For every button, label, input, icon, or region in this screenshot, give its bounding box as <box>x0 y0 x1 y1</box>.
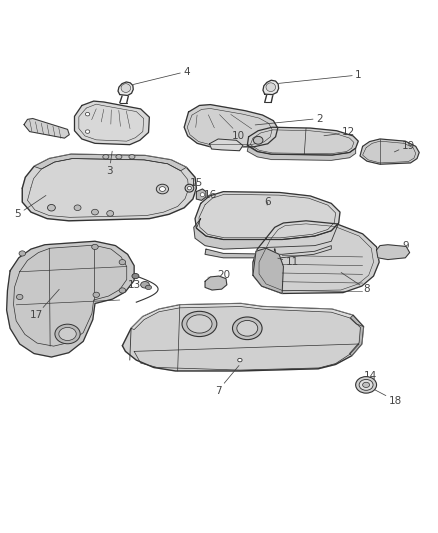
Ellipse shape <box>237 320 258 336</box>
Ellipse shape <box>121 84 131 92</box>
Ellipse shape <box>182 311 217 336</box>
Ellipse shape <box>59 327 76 341</box>
Ellipse shape <box>16 294 23 300</box>
Text: 3: 3 <box>106 151 113 176</box>
Text: 20: 20 <box>215 270 231 283</box>
Text: 5: 5 <box>14 196 46 219</box>
Polygon shape <box>350 315 364 356</box>
Text: 14: 14 <box>364 371 377 381</box>
Ellipse shape <box>129 155 135 159</box>
Text: 18: 18 <box>372 388 402 406</box>
Ellipse shape <box>103 155 109 159</box>
Text: 6: 6 <box>265 197 271 207</box>
Ellipse shape <box>93 292 99 297</box>
Polygon shape <box>24 118 69 138</box>
Ellipse shape <box>85 130 90 133</box>
Ellipse shape <box>55 324 80 344</box>
Ellipse shape <box>145 285 152 289</box>
Polygon shape <box>247 127 358 155</box>
Ellipse shape <box>119 260 126 265</box>
Polygon shape <box>131 303 364 329</box>
Polygon shape <box>118 82 133 95</box>
Polygon shape <box>253 221 379 294</box>
Polygon shape <box>247 146 356 160</box>
Ellipse shape <box>359 379 373 390</box>
Polygon shape <box>22 154 196 221</box>
Polygon shape <box>74 101 149 144</box>
Ellipse shape <box>92 209 99 215</box>
Ellipse shape <box>200 193 205 197</box>
Text: 11: 11 <box>278 257 299 267</box>
Polygon shape <box>194 219 339 249</box>
Text: 4: 4 <box>129 67 190 86</box>
Text: 16: 16 <box>204 190 217 200</box>
Ellipse shape <box>253 136 263 144</box>
Ellipse shape <box>187 315 212 333</box>
Text: 8: 8 <box>341 272 369 294</box>
Ellipse shape <box>363 382 370 387</box>
Ellipse shape <box>159 187 166 191</box>
Polygon shape <box>205 276 227 290</box>
Text: 15: 15 <box>190 178 203 188</box>
Polygon shape <box>360 139 419 164</box>
Text: 13: 13 <box>127 280 144 290</box>
Polygon shape <box>195 192 340 239</box>
Ellipse shape <box>116 155 122 159</box>
Ellipse shape <box>266 83 276 92</box>
Text: 9: 9 <box>393 240 409 251</box>
Ellipse shape <box>119 288 126 293</box>
Polygon shape <box>205 246 331 258</box>
Ellipse shape <box>85 112 90 116</box>
Text: 7: 7 <box>215 366 239 395</box>
Polygon shape <box>209 139 243 151</box>
Ellipse shape <box>156 184 169 194</box>
Polygon shape <box>253 248 283 294</box>
Ellipse shape <box>107 211 114 216</box>
Polygon shape <box>184 104 278 147</box>
Ellipse shape <box>185 184 194 192</box>
Polygon shape <box>263 80 279 94</box>
Polygon shape <box>7 241 134 357</box>
Ellipse shape <box>141 281 149 288</box>
Text: 17: 17 <box>30 289 59 320</box>
Text: 10: 10 <box>227 131 245 143</box>
Polygon shape <box>34 154 186 171</box>
Text: 1: 1 <box>277 70 362 84</box>
Text: 2: 2 <box>255 114 322 125</box>
Polygon shape <box>196 189 206 200</box>
Ellipse shape <box>19 251 25 256</box>
Ellipse shape <box>92 244 98 249</box>
Ellipse shape <box>187 187 191 190</box>
Text: 12: 12 <box>324 127 355 138</box>
Ellipse shape <box>74 205 81 211</box>
Text: 19: 19 <box>394 141 415 152</box>
Polygon shape <box>122 303 364 371</box>
Ellipse shape <box>47 205 55 211</box>
Polygon shape <box>377 245 410 260</box>
Ellipse shape <box>238 358 242 362</box>
Ellipse shape <box>233 317 262 340</box>
Ellipse shape <box>356 377 377 393</box>
Ellipse shape <box>132 273 139 279</box>
